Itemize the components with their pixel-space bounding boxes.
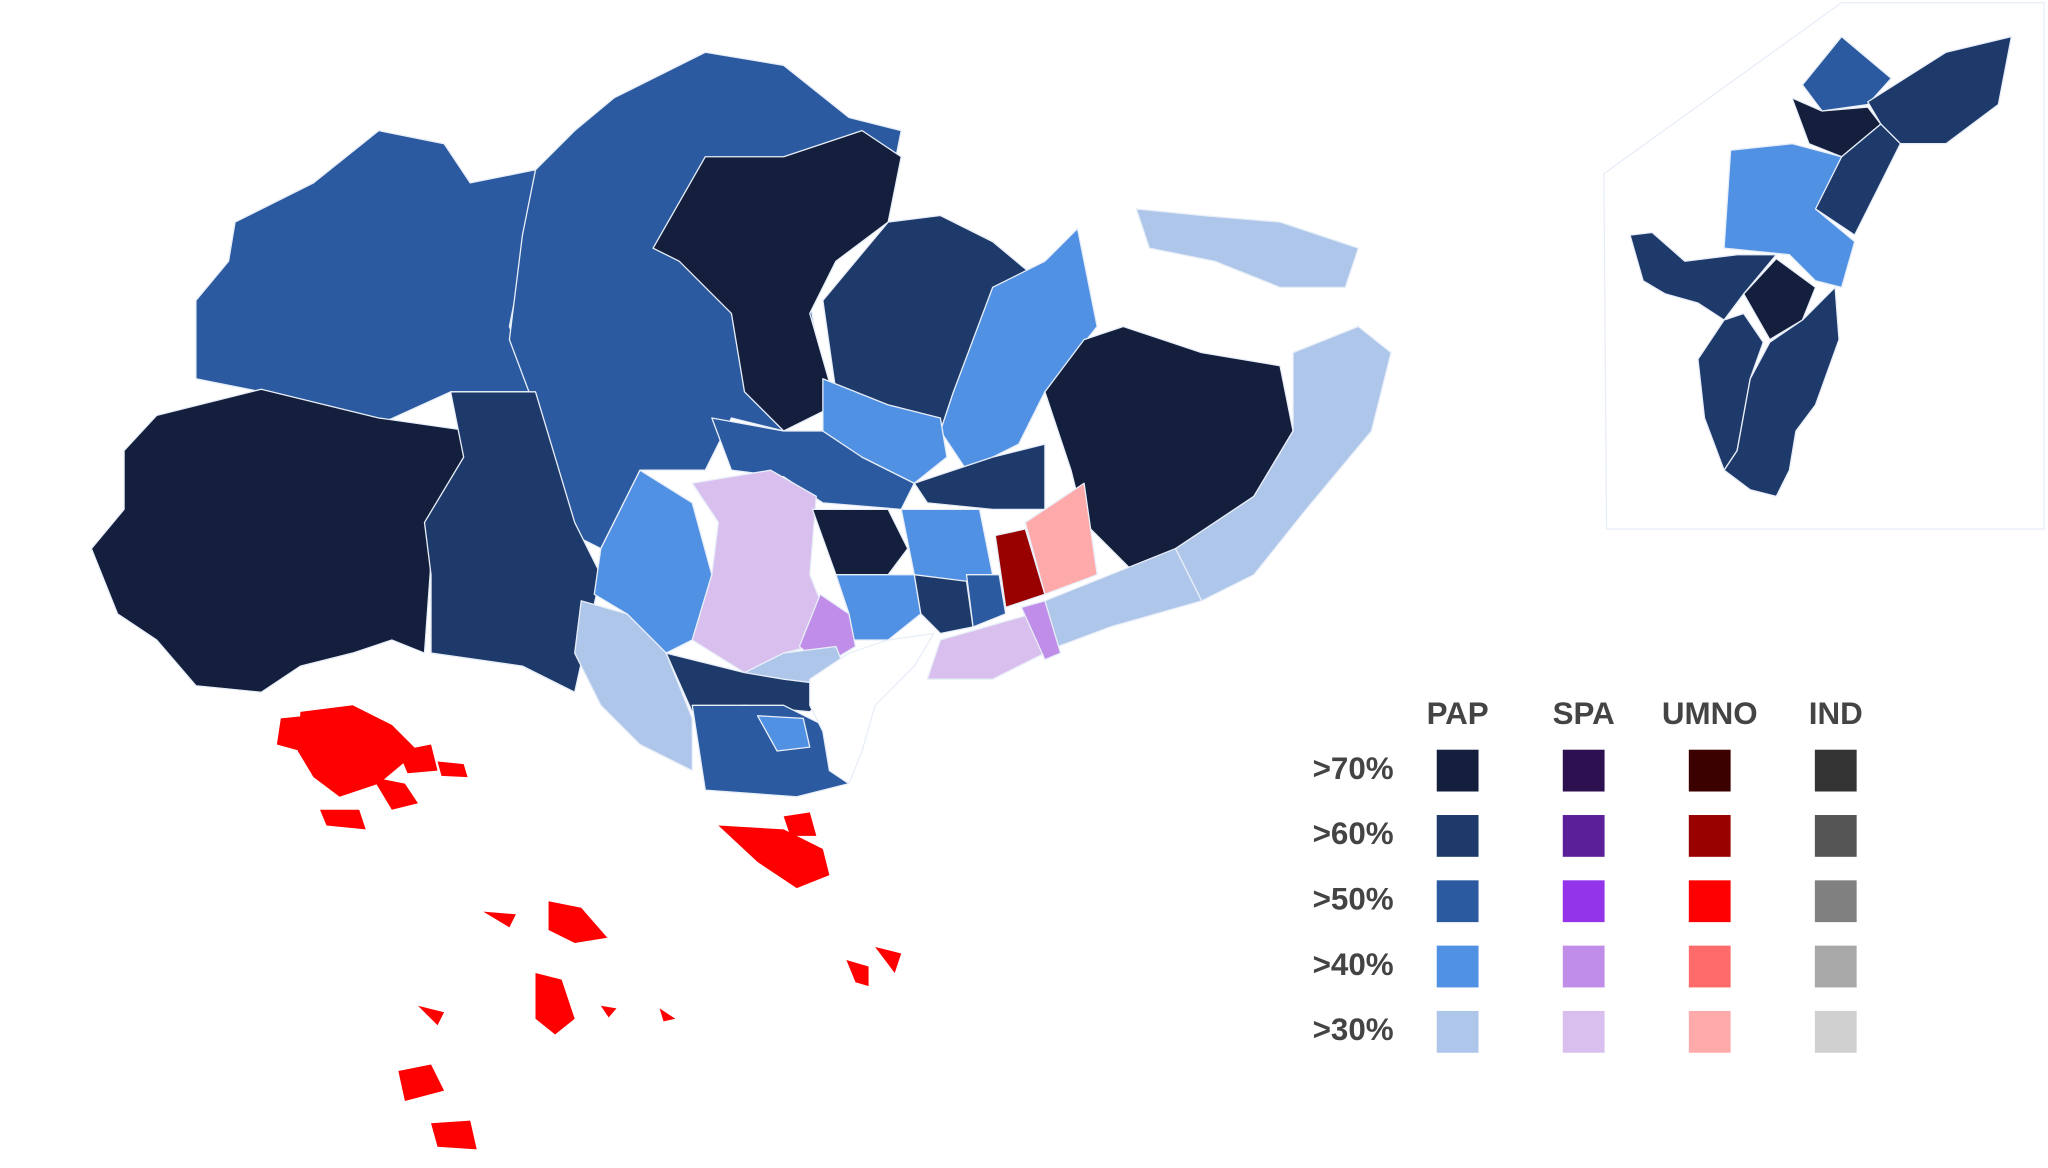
legend-swatch: [1562, 749, 1605, 792]
island: [535, 973, 575, 1035]
region: [1020, 600, 1062, 661]
island: [718, 825, 830, 889]
region: [1135, 208, 1360, 288]
legend-swatch: [1436, 880, 1479, 923]
legend-swatch: [1688, 880, 1731, 923]
legend-swatch: [1562, 880, 1605, 923]
region: [652, 129, 902, 432]
island: [431, 1120, 477, 1150]
island: [783, 812, 817, 836]
legend-swatch: [1436, 815, 1479, 857]
region: [574, 600, 693, 772]
legend-header: IND: [1809, 696, 1863, 731]
island: [398, 744, 438, 774]
legend-threshold: >70%: [1313, 751, 1394, 786]
legend-swatch: [1814, 945, 1857, 988]
island: [320, 809, 366, 830]
legend-swatch: [1562, 1010, 1605, 1053]
legend-threshold: >50%: [1313, 882, 1394, 917]
legend-threshold: >30%: [1313, 1012, 1394, 1047]
region: [90, 388, 471, 693]
island: [372, 777, 418, 810]
island: [417, 1005, 445, 1026]
region: [1024, 482, 1098, 595]
island: [659, 1008, 676, 1022]
region: [811, 508, 909, 576]
island: [548, 901, 608, 944]
legend-threshold: >40%: [1313, 947, 1394, 982]
region: [423, 391, 602, 693]
legend-header: SPA: [1553, 696, 1615, 731]
legend-swatch: [1688, 749, 1731, 792]
legend-swatch: [1436, 1010, 1479, 1053]
island: [398, 1064, 445, 1102]
legend-swatch: [1688, 1010, 1731, 1053]
region: [965, 574, 1007, 628]
region: [926, 613, 1046, 680]
region: [195, 129, 537, 426]
island: [846, 960, 869, 987]
region: [756, 715, 811, 752]
region: [822, 378, 948, 484]
legend-swatch: [1688, 815, 1731, 857]
region: [913, 574, 974, 635]
legend-header: UMNO: [1662, 696, 1758, 731]
region: [1743, 257, 1817, 341]
region: [1801, 35, 1892, 112]
inset-map: [1603, 1, 2045, 530]
southern-islands: [276, 705, 902, 1150]
region: [1723, 286, 1840, 497]
legend-swatch: [1688, 945, 1731, 988]
region: [1723, 143, 1856, 288]
island: [483, 911, 516, 928]
legend-swatch: [1436, 749, 1479, 792]
island: [276, 715, 307, 752]
legend-swatch: [1562, 815, 1605, 857]
region: [1174, 325, 1392, 602]
legend-swatch: [1436, 945, 1479, 988]
island: [437, 761, 468, 778]
legend-threshold: >60%: [1313, 816, 1394, 851]
main-map: [90, 51, 1392, 798]
legend: PAP SPA UMNO IND >70% >60% >50% >40% >30%: [1313, 696, 1863, 1053]
legend-swatch: [1814, 1010, 1857, 1053]
island: [875, 946, 902, 974]
legend-swatch: [1814, 749, 1857, 792]
legend-swatch: [1814, 880, 1857, 923]
legend-swatch: [1814, 815, 1857, 857]
legend-header: PAP: [1427, 696, 1489, 731]
legend-swatch: [1562, 945, 1605, 988]
island: [600, 1005, 617, 1018]
island: [297, 705, 418, 797]
downtown: [809, 632, 935, 785]
